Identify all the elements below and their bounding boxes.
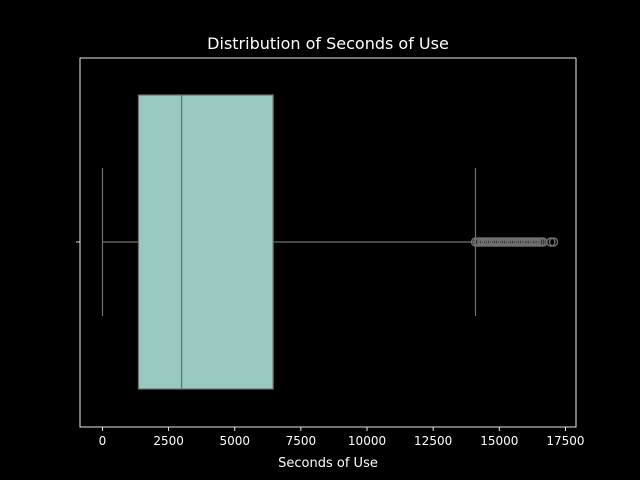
x-tick-label: 2500 <box>153 434 184 448</box>
x-axis-label: Seconds of Use <box>278 456 378 471</box>
chart-title: Distribution of Seconds of Use <box>207 34 449 53</box>
box-iqr <box>137 94 274 390</box>
x-tick-label: 12500 <box>414 434 452 448</box>
x-tick-label: 0 <box>99 434 107 448</box>
x-tick-label: 7500 <box>286 434 317 448</box>
axes-frame <box>79 57 577 428</box>
x-tick-label: 5000 <box>219 434 250 448</box>
x-tick-label: 10000 <box>348 434 386 448</box>
x-axis-ticks: 0 2500 5000 7500 10000 12500 15000 17500 <box>76 241 585 448</box>
x-tick-label: 15000 <box>480 434 518 448</box>
outlier-point <box>548 237 559 247</box>
plot-area <box>79 57 577 428</box>
outlier-point <box>546 237 556 247</box>
x-tick-label: 17500 <box>546 434 584 448</box>
